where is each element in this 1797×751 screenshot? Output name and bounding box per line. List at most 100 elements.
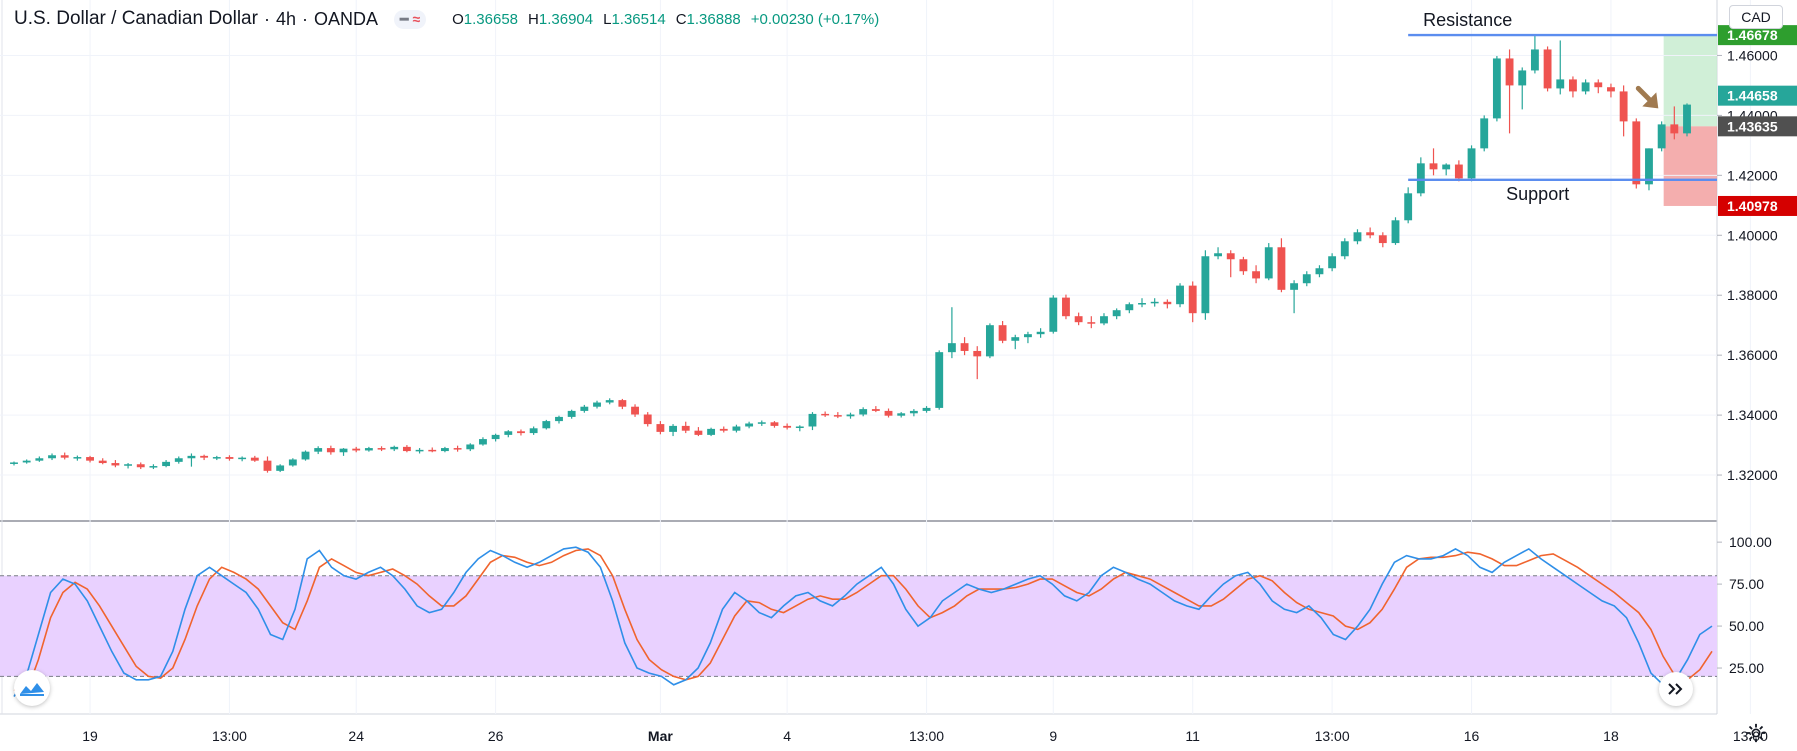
candle-down [998, 325, 1007, 341]
minus-icon[interactable]: ━ [400, 10, 409, 27]
candle-up [605, 400, 614, 403]
candle-down [719, 428, 728, 431]
candle-down [1188, 285, 1197, 314]
candle-up [73, 457, 82, 459]
candle-up [1112, 310, 1121, 317]
candle-down [428, 449, 437, 452]
candle-up [1024, 334, 1032, 338]
change-value: +0.00230 (+0.17%) [750, 10, 880, 28]
candle-up [1442, 164, 1451, 170]
candle-up [1480, 118, 1489, 149]
candle-up [1391, 220, 1400, 244]
candle-up [1340, 241, 1349, 257]
candle-up [174, 458, 183, 462]
candle-up [859, 409, 868, 415]
candle-down [1239, 259, 1248, 272]
candle-up [1214, 253, 1222, 257]
candle-down [960, 343, 969, 351]
candle-down [98, 460, 107, 464]
double-chevron-right-icon [1668, 683, 1683, 695]
candle-up [1467, 148, 1476, 179]
candle-down [1163, 301, 1172, 305]
candle-up [288, 459, 297, 466]
candle-down [225, 457, 234, 459]
x-tick-label: Mar [648, 728, 673, 744]
candle-down [1062, 297, 1070, 317]
candle-up [529, 428, 538, 434]
price-tag-label: 1.44658 [1727, 88, 1778, 104]
candle-up [669, 425, 677, 432]
indicator-pill[interactable]: ━ ≈ [394, 9, 427, 29]
x-tick-label: 13:00 [1315, 728, 1350, 744]
currency-button[interactable]: CAD [1729, 5, 1783, 29]
candle-up [935, 352, 944, 408]
x-tick-label: 13:00 [212, 728, 247, 744]
candle-up [466, 444, 475, 450]
candle-up [580, 406, 589, 411]
candle-down [1543, 49, 1552, 89]
candle-down [656, 424, 665, 432]
price-tag [1718, 85, 1797, 106]
candle-down [643, 414, 652, 425]
x-tick-label: 16 [1464, 728, 1480, 744]
scroll-forward-button[interactable] [1659, 672, 1693, 706]
stoch-d-line [13, 548, 1713, 695]
candle-up [1036, 331, 1045, 335]
candle-down [631, 406, 639, 415]
candle-up [1518, 70, 1527, 86]
candle-up [238, 457, 247, 460]
y-tick-label: 1.34000 [1727, 407, 1778, 423]
candle-up [1049, 297, 1058, 332]
candle-up [947, 343, 956, 353]
resistance-label: Resistance [1423, 10, 1512, 30]
candle-up [1556, 79, 1565, 89]
support-label: Support [1506, 184, 1569, 204]
wave-icon[interactable]: ≈ [412, 11, 421, 27]
candle-up [922, 407, 931, 411]
candle-up [504, 431, 513, 435]
candle-down [770, 422, 779, 426]
stoch-y-tick-label: 75.00 [1729, 576, 1764, 592]
candle-down [1454, 164, 1463, 179]
symbol-title[interactable]: U.S. Dollar / Canadian Dollar [14, 8, 258, 29]
candle-up [1657, 124, 1666, 149]
candle-up [1176, 285, 1184, 305]
price-tag-label: 1.40978 [1727, 198, 1778, 214]
candle-up [1201, 256, 1210, 314]
candle-down [136, 464, 145, 468]
indicator-logo-button[interactable] [14, 670, 50, 706]
wave-logo-icon [20, 683, 44, 696]
candle-up [985, 325, 994, 357]
candle-down [1378, 235, 1387, 244]
interval-label[interactable]: 4h [275, 8, 296, 29]
price-tag-label: 1.43635 [1727, 118, 1778, 134]
candle-down [1607, 87, 1615, 92]
candle-down [60, 455, 69, 458]
candle-down [111, 463, 120, 466]
candle-down [250, 457, 259, 461]
candle-down [884, 410, 893, 416]
separator: · [263, 8, 270, 29]
candle-up [1290, 283, 1299, 290]
candle-up [339, 448, 348, 453]
price-tag [1718, 116, 1797, 137]
candle-down [1569, 79, 1577, 92]
candle-up [124, 464, 132, 466]
x-tick-label: 13:00 [909, 728, 944, 744]
candle-down [1226, 253, 1235, 260]
candle-down [352, 448, 361, 451]
candle-down [1594, 82, 1603, 88]
ohlc-values: O1.36658 H1.36904 L1.36514 C1.36888 +0.0… [452, 10, 880, 28]
candle-up [909, 410, 918, 414]
candle-up [542, 421, 551, 429]
candle-down [1252, 271, 1261, 279]
gear-icon[interactable] [1745, 722, 1767, 744]
candle-up [1416, 163, 1425, 194]
stop-zone [1663, 126, 1717, 206]
candle-up [1150, 301, 1159, 304]
stoch-y-tick-label: 25.00 [1729, 660, 1764, 676]
separator: · [301, 8, 308, 29]
stoch-y-tick-label: 50.00 [1729, 618, 1764, 634]
candle-up [707, 428, 716, 435]
